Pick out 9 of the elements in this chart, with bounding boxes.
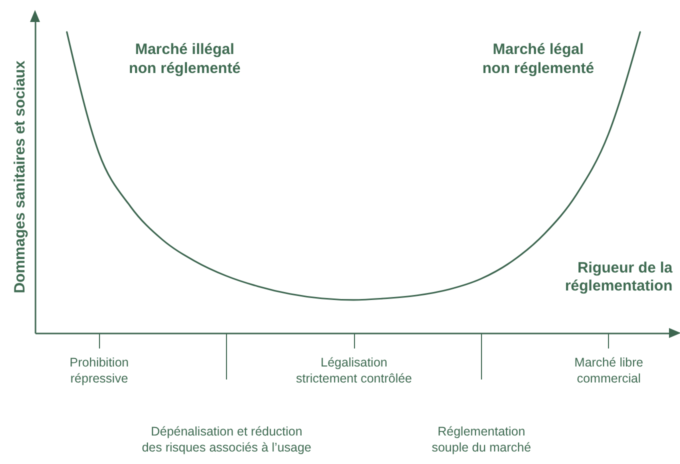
x-tick-label: Marché libre commercial <box>574 356 644 386</box>
x-tick-label: Prohibition répressive <box>70 356 129 386</box>
x-tick-label: Dépénalisation et réduction des risques associés à l’usage <box>142 424 312 454</box>
y-axis-title: Dommages sanitaires et sociaux <box>12 60 28 294</box>
x-tick-label: Réglementation souple du marché <box>432 424 532 454</box>
annotation: Marché illégal non réglementé <box>128 41 241 77</box>
annotation: Marché légal non réglementé <box>482 41 594 77</box>
x-axis-title: Rigueur de la réglementation <box>564 260 674 294</box>
x-tick-label: Légalisation strictement contrôlée <box>296 356 412 386</box>
